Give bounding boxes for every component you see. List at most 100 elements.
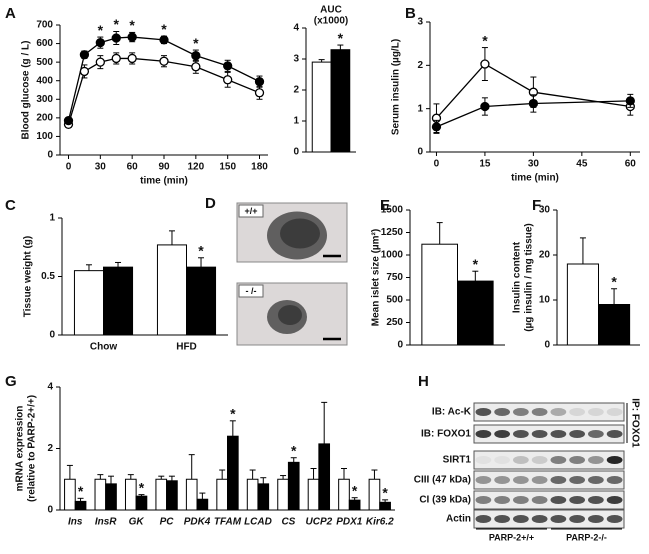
bar [105,483,117,511]
band [606,496,623,504]
y-axis-label: Serum insulin (µg/L) [391,39,402,135]
bar [348,499,361,511]
bar [103,266,134,336]
y-tick-label: 1250 [381,227,404,238]
y-tick-label: 4 [293,23,299,34]
panel-label: F [532,197,541,214]
bar [156,244,187,336]
x-tick-label: PDX1 [336,517,363,528]
data-point [191,62,201,72]
bar [330,49,351,153]
x-tick-label: Ins [68,517,83,528]
panel-label: A [5,5,16,22]
significance: * [98,22,104,38]
data-point [95,57,105,67]
data-point [480,101,490,112]
data-point [127,32,137,42]
x-tick-label: CS [281,517,295,528]
band [569,476,585,484]
bar [311,61,332,153]
x-tick-label: 0 [434,159,440,170]
blot-strip [473,509,625,529]
data-point [431,122,442,132]
y-tick-label: 0 [544,340,550,351]
band [531,408,548,416]
band [513,430,529,438]
data-point [625,96,635,106]
y-tick-label: 100 [36,131,53,142]
band [606,430,623,438]
panel-label: B [405,5,416,22]
y-tick-label: 0 [417,147,423,158]
band [494,515,510,523]
bar [421,243,458,346]
blot-strip [473,424,625,444]
bar [566,263,599,346]
y-tick-label: 20 [539,250,551,261]
x-tick-label: Chow [90,342,117,353]
bar [64,478,76,511]
bar [307,478,320,511]
significance: * [291,442,297,458]
group-label: PARP-2-/- [566,532,607,542]
bar [155,478,168,511]
band [550,430,567,438]
band [475,430,492,438]
band [569,456,585,464]
bar [257,483,270,511]
y-tick-label: 400 [36,75,53,86]
panel-label: D [205,195,216,212]
y-axis-label: Insulin content [512,241,523,313]
significance: * [78,483,84,499]
y-tick-label: 700 [36,20,53,31]
y-tick-label: 0 [47,505,53,516]
y-tick-label: 1000 [381,250,404,261]
data-point [191,50,201,61]
bar [73,270,104,336]
row-label: CIII (47 kDa) [414,475,471,486]
data-point [159,56,169,66]
panel-label: G [5,373,17,390]
bar [186,266,217,336]
data-point [111,33,121,43]
band [550,515,567,523]
band [550,496,567,504]
x-tick-label: PDK4 [184,517,211,528]
caption-box [238,204,264,218]
band [513,456,529,464]
bar [277,478,289,511]
band [531,476,548,484]
y-tick-label: 10 [539,295,551,306]
x-tick-label: 0 [66,162,72,173]
x-tick-label: 120 [187,162,204,173]
y-tick-label: 750 [386,272,403,283]
panel-label: C [5,197,16,214]
x-tick-label: LCAD [244,517,272,528]
band [569,515,585,523]
group-label: PARP-2+/+ [489,532,534,542]
band [494,430,510,438]
band [513,408,529,416]
y-axis-label: Tissue weight (g) [23,236,34,318]
y-tick-label: 0 [293,147,299,158]
y-tick-label: 0 [397,340,403,351]
y-tick-label: 30 [539,205,551,216]
bar [196,498,209,511]
caption-box [238,284,264,298]
y-axis-label: (µg insulin / mg tissue) [524,223,535,332]
data-point [95,37,105,48]
x-tick-label: TFAM [214,517,242,528]
panel-label: E [380,197,390,214]
bar [457,280,494,346]
x-tick-label: GK [129,517,145,528]
band [475,408,492,416]
bar [368,478,381,511]
band [475,476,492,484]
bar [166,480,178,511]
significance: * [611,273,617,289]
y-tick-label: 1 [49,213,55,224]
band [531,456,548,464]
x-tick-label: 45 [576,159,588,170]
ip-label: IP: FOXO1 [629,398,640,448]
data-point [159,35,169,45]
